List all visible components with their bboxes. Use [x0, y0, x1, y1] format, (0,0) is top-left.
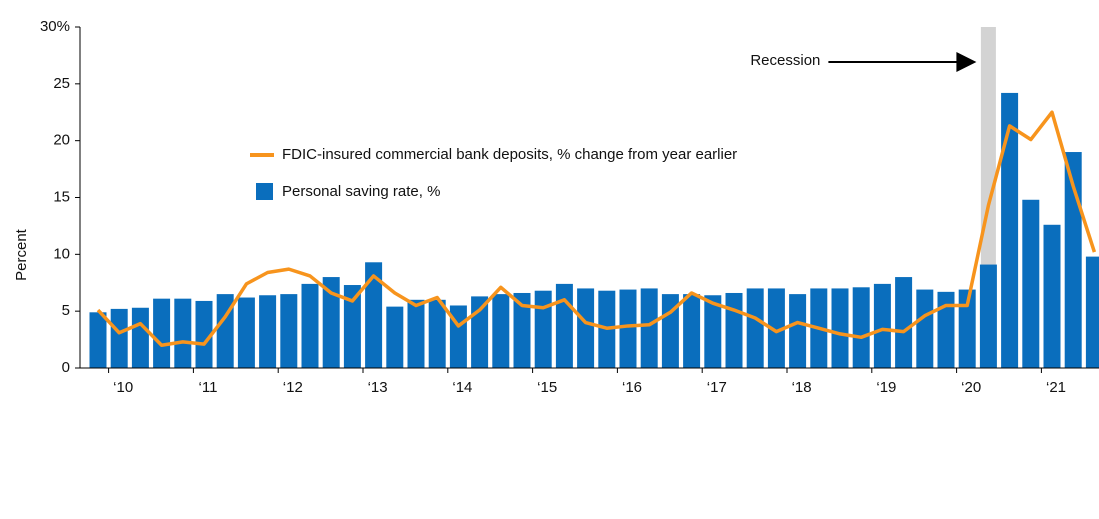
bar [471, 296, 489, 368]
bar [683, 294, 701, 368]
bar [619, 289, 637, 368]
bar [958, 289, 976, 368]
legend-label: Personal saving rate, % [282, 183, 440, 200]
x-tick-label: ‘20 [961, 379, 981, 396]
bar [704, 295, 722, 368]
y-tick-label: 25 [53, 75, 70, 92]
y-tick-label: 15 [53, 188, 70, 205]
bar [534, 290, 552, 368]
bar [661, 294, 679, 368]
x-tick-label: ‘16 [622, 379, 642, 396]
y-tick-label: 0 [62, 359, 70, 376]
x-tick-label: ‘18 [792, 379, 812, 396]
bar [852, 287, 870, 368]
bar [1064, 152, 1082, 368]
bar [937, 291, 955, 368]
legend-swatch [256, 183, 273, 200]
bar [428, 299, 446, 368]
y-tick-label: 30% [40, 18, 70, 35]
bar [110, 308, 128, 368]
bar [1043, 224, 1061, 368]
x-tick-label: ‘19 [876, 379, 896, 396]
x-tick-label: ‘11 [199, 379, 218, 396]
bar [237, 297, 255, 368]
bar [322, 277, 340, 368]
bar [153, 298, 171, 368]
x-tick-label: ‘17 [707, 379, 727, 396]
line [96, 110, 1097, 348]
y-tick-label: 20 [53, 132, 70, 149]
x-tick-label: ‘12 [283, 379, 303, 396]
bar [513, 292, 531, 368]
bar [895, 277, 913, 368]
bar [767, 288, 785, 368]
bar [746, 288, 764, 368]
bar [577, 288, 595, 368]
bar [725, 292, 743, 368]
bar [195, 300, 213, 368]
y-tick-label: 10 [53, 245, 70, 262]
bar [555, 283, 573, 368]
x-tick-label: ‘14 [452, 379, 472, 396]
bar [789, 294, 807, 368]
bar [449, 305, 467, 368]
x-tick-label: ‘13 [368, 379, 388, 396]
x-tick-label: ‘10 [113, 379, 133, 396]
y-tick-label: 5 [62, 302, 70, 319]
bar [831, 288, 849, 368]
recession-arrowhead [956, 52, 977, 72]
bar [640, 288, 658, 368]
bar [131, 307, 149, 368]
bar [873, 283, 891, 368]
bar [1085, 256, 1099, 368]
bar [174, 298, 192, 368]
bar [979, 264, 997, 368]
y-axis-label: Percent [13, 228, 30, 281]
bar [492, 294, 510, 368]
bar [1001, 92, 1019, 368]
bar [1022, 199, 1040, 368]
x-tick-label: ‘21 [1046, 379, 1066, 396]
x-tick-label: ‘15 [537, 379, 557, 396]
bar [301, 283, 319, 368]
legend-label: FDIC-insured commercial bank deposits, %… [282, 146, 737, 163]
bar [280, 294, 298, 368]
bar [386, 306, 404, 368]
bar [259, 295, 277, 368]
bar [407, 299, 425, 368]
bar [89, 312, 107, 368]
bar [365, 262, 383, 368]
bar [343, 285, 361, 368]
recession-label: Recession [750, 52, 820, 69]
bar [916, 289, 934, 368]
